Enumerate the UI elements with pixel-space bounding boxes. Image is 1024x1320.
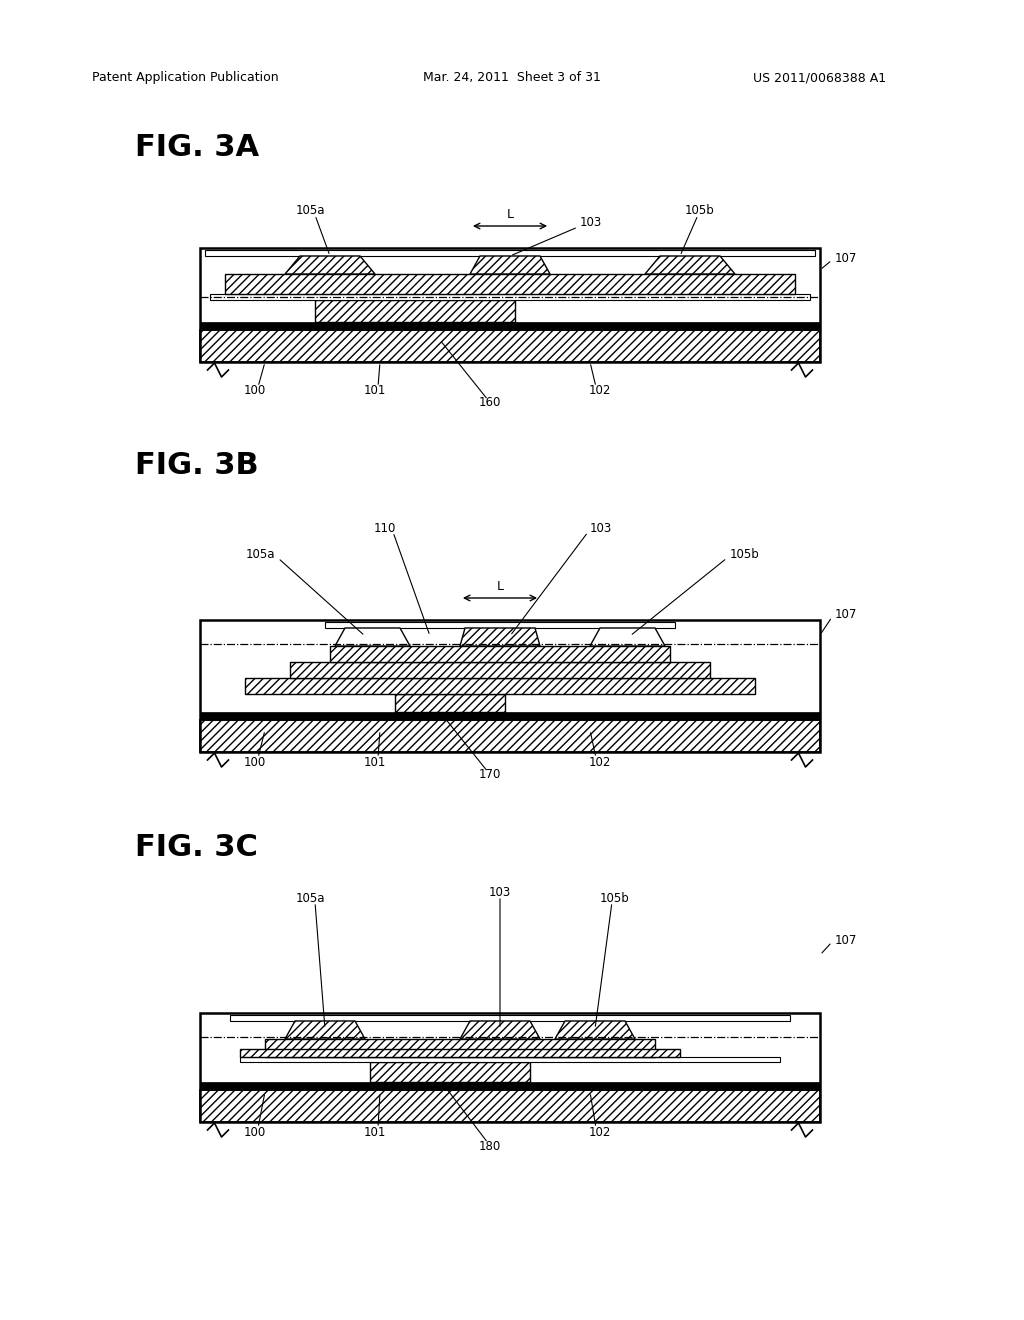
Bar <box>245 678 755 694</box>
Bar <box>210 294 810 300</box>
Text: Mar. 24, 2011  Sheet 3 of 31: Mar. 24, 2011 Sheet 3 of 31 <box>423 71 601 84</box>
Text: 105a: 105a <box>295 891 325 904</box>
Text: 103: 103 <box>580 215 602 228</box>
Text: 105b: 105b <box>685 203 715 216</box>
Text: 170: 170 <box>479 768 501 781</box>
Text: 105a: 105a <box>295 203 325 216</box>
Text: 100: 100 <box>244 1126 266 1139</box>
Text: 107: 107 <box>835 933 857 946</box>
Bar <box>230 1015 790 1020</box>
Bar <box>200 1082 820 1090</box>
Bar <box>200 1090 820 1122</box>
Bar <box>200 711 820 719</box>
Text: 101: 101 <box>364 755 386 768</box>
Text: L: L <box>497 579 504 593</box>
Text: 107: 107 <box>835 252 857 264</box>
Polygon shape <box>285 256 375 275</box>
Text: 105b: 105b <box>600 891 630 904</box>
Text: 102: 102 <box>589 384 611 396</box>
Polygon shape <box>335 628 410 645</box>
Text: 100: 100 <box>244 755 266 768</box>
Text: 105a: 105a <box>246 549 275 561</box>
Text: 103: 103 <box>590 521 612 535</box>
Bar <box>225 275 795 294</box>
Bar <box>240 1057 780 1063</box>
Polygon shape <box>285 1020 365 1039</box>
Text: FIG. 3A: FIG. 3A <box>135 133 259 162</box>
Bar <box>200 330 820 362</box>
Bar <box>200 248 820 362</box>
Polygon shape <box>470 256 550 275</box>
Text: 160: 160 <box>479 396 501 409</box>
Bar <box>265 1039 655 1057</box>
Text: 107: 107 <box>835 609 857 622</box>
Text: 101: 101 <box>364 1126 386 1139</box>
Text: 102: 102 <box>589 755 611 768</box>
Bar <box>200 719 820 752</box>
Bar <box>205 249 815 256</box>
Text: FIG. 3B: FIG. 3B <box>135 450 259 479</box>
Bar <box>315 300 515 322</box>
Text: L: L <box>507 207 513 220</box>
Text: 100: 100 <box>244 384 266 396</box>
Polygon shape <box>645 256 735 275</box>
Text: 102: 102 <box>589 1126 611 1139</box>
Polygon shape <box>460 628 540 645</box>
Polygon shape <box>460 1020 540 1039</box>
Bar <box>200 620 820 752</box>
Bar <box>240 1049 680 1057</box>
Text: 101: 101 <box>364 384 386 396</box>
Text: FIG. 3C: FIG. 3C <box>135 833 258 862</box>
Text: Patent Application Publication: Patent Application Publication <box>92 71 279 84</box>
Polygon shape <box>590 628 665 645</box>
Text: 110: 110 <box>374 521 396 535</box>
Text: 103: 103 <box>488 886 511 899</box>
Text: 180: 180 <box>479 1139 501 1152</box>
Bar <box>200 322 820 330</box>
Bar <box>395 694 505 711</box>
Polygon shape <box>555 1020 635 1039</box>
Text: US 2011/0068388 A1: US 2011/0068388 A1 <box>754 71 887 84</box>
Bar <box>330 645 670 663</box>
Bar <box>290 663 710 678</box>
Text: 105b: 105b <box>730 549 760 561</box>
Bar <box>325 622 675 628</box>
Bar <box>200 1012 820 1122</box>
Bar <box>370 1063 530 1082</box>
